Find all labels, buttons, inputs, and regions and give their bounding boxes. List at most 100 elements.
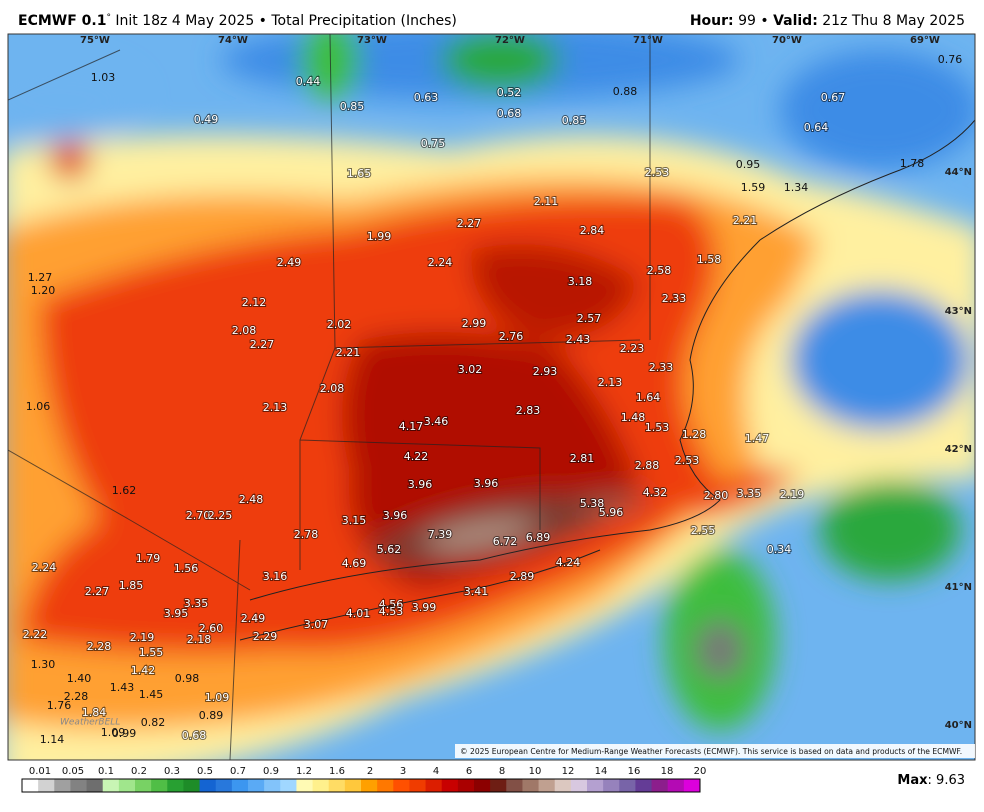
value-label: 3.35 [184,597,209,610]
colorbar-swatch [603,779,620,792]
colorbar-label: 0.2 [131,766,147,777]
value-label: 7.39 [428,528,453,541]
value-label: 0.67 [821,91,846,104]
value-label: 4.01 [346,607,371,620]
value-label: 4.53 [379,605,404,618]
colorbar-label: 1.2 [296,766,312,777]
precip-field [8,34,975,760]
value-label: 4.22 [404,450,429,463]
value-label: 2.18 [187,633,212,646]
value-label: 3.96 [408,478,433,491]
colorbar-swatch [312,779,330,792]
colorbar-swatch [522,779,540,792]
colorbar-label: 0.7 [230,766,246,777]
value-label: 4.56 [379,598,404,611]
value-label: 0.34 [767,543,792,556]
value-label: 3.41 [464,585,489,598]
colorbar-swatch [70,779,88,792]
value-label: 2.49 [277,256,302,269]
longitude-label: 75°W [80,35,110,46]
value-label: 2.23 [620,342,645,355]
colorbar-label: 0.05 [62,766,84,777]
value-label: 2.08 [232,324,257,337]
value-label: 0.64 [804,121,829,134]
latitude-label: 42°N [945,444,972,455]
value-label: 5.62 [377,543,402,556]
value-label: 1.14 [40,733,65,746]
colorbar-swatch [441,779,459,792]
value-label: 1.30 [31,658,56,671]
value-label: 3.99 [412,601,437,614]
value-label: 0.98 [175,672,200,685]
value-label: 1.56 [174,562,199,575]
value-label: 2.83 [516,404,541,417]
value-label: 1.28 [682,428,707,441]
value-label: 6.89 [526,531,551,544]
value-label: 1.45 [139,688,164,701]
value-label: 3.02 [458,363,483,376]
value-label: 0.75 [421,137,446,150]
value-label: 2.13 [263,401,288,414]
value-label: 3.95 [164,607,189,620]
value-label: 3.07 [304,618,329,631]
colorbar-swatch [570,779,588,792]
value-label: 3.18 [568,275,593,288]
value-label: 0.95 [736,158,761,171]
value-label: 2.02 [327,318,352,331]
value-label: 5.96 [599,506,624,519]
value-label: 0.68 [182,729,207,742]
value-label: 1.20 [31,284,56,297]
colorbar-swatch [102,779,120,792]
colorbar-frame [21,778,701,793]
value-label: 0.85 [562,114,587,127]
value-label: 1.76 [47,699,72,712]
value-label: 2.22 [23,628,48,641]
latitude-label: 44°N [945,167,972,178]
colorbar-label: 20 [694,766,707,777]
value-label: 0.99 [112,727,137,740]
value-label: 2.78 [294,528,319,541]
value-label: 0.82 [141,716,166,729]
header-left: ECMWF 0.1° Init 18z 4 May 2025 • Total P… [18,13,457,30]
value-label: 0.52 [497,86,522,99]
value-label: 1.85 [119,579,144,592]
colorbar-swatch [118,779,136,792]
value-label: 1.06 [26,400,51,413]
value-label: 2.89 [510,570,535,583]
colorbar-swatch [328,779,346,792]
colorbar-swatch [86,779,104,792]
value-label: 2.48 [239,493,264,506]
value-label: 1.55 [139,646,164,659]
value-label: 3.46 [424,415,449,428]
colorbar-swatch [619,779,636,792]
colorbar-label: 6 [466,766,472,777]
value-label: 1.79 [136,552,161,565]
value-label: 3.96 [474,477,499,490]
colorbar-swatch [264,779,281,792]
value-label: 4.32 [643,486,668,499]
colorbar-label: 12 [562,766,575,777]
value-label: 2.28 [64,690,89,703]
value-label: 1.64 [636,391,661,404]
value-label: 0.89 [199,709,224,722]
value-label: 2.24 [32,561,57,574]
value-label: 0.88 [613,85,638,98]
value-label: 1.62 [112,484,137,497]
value-label: 2.33 [662,292,687,305]
colorbar-label: 0.01 [29,766,51,777]
colorbar-swatch [393,779,410,792]
colorbar-label: 16 [628,766,641,777]
value-label: 1.84 [82,706,107,719]
colorbar-label: 10 [529,766,542,777]
copyright: © 2025 European Centre for Medium-Range … [460,747,962,756]
colorbar-label: 4 [433,766,439,777]
longitude-label: 70°W [772,35,802,46]
colorbar-swatch [135,779,152,792]
value-label: 2.08 [320,382,345,395]
value-label: 1.48 [621,411,646,424]
value-label: 2.33 [649,361,674,374]
colorbar-swatch [231,779,249,792]
value-label: 1.53 [645,421,670,434]
colorbar-swatch [587,779,604,792]
value-label: 2.27 [85,585,110,598]
